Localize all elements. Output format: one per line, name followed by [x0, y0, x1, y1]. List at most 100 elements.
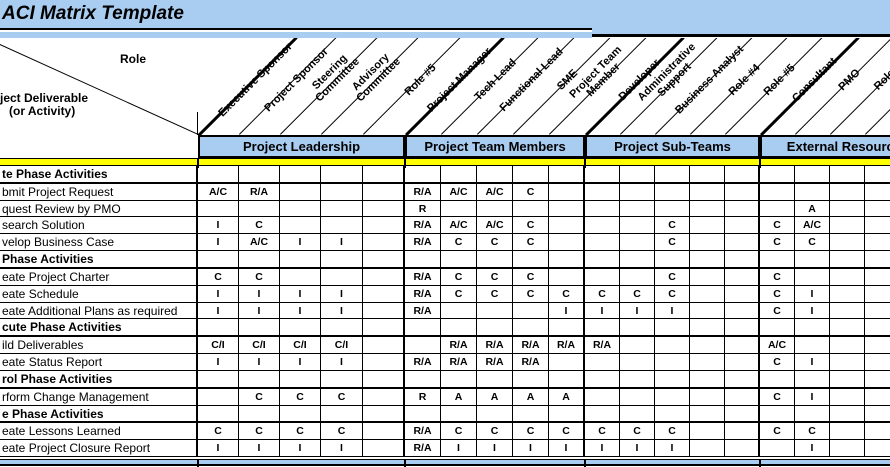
matrix-cell[interactable]: I: [795, 354, 830, 370]
matrix-cell[interactable]: [620, 200, 655, 217]
matrix-cell[interactable]: [321, 217, 363, 234]
row-label[interactable]: search Solution: [0, 217, 198, 234]
matrix-cell[interactable]: [620, 337, 655, 354]
matrix-cell[interactable]: [865, 303, 890, 319]
matrix-cell[interactable]: [549, 234, 585, 251]
matrix-cell[interactable]: [363, 268, 405, 285]
group-header-project-leadership[interactable]: Project Leadership: [198, 135, 405, 158]
matrix-cell[interactable]: [725, 166, 760, 182]
matrix-cell[interactable]: [239, 200, 280, 217]
matrix-cell[interactable]: [321, 166, 363, 182]
matrix-cell[interactable]: [760, 166, 795, 182]
matrix-cell[interactable]: [690, 251, 725, 267]
matrix-cell[interactable]: R/A: [405, 183, 441, 200]
matrix-cell[interactable]: [830, 268, 865, 285]
matrix-cell[interactable]: C: [198, 423, 239, 440]
matrix-cell[interactable]: [363, 183, 405, 200]
matrix-cell[interactable]: C: [198, 268, 239, 285]
matrix-cell[interactable]: [620, 388, 655, 405]
row-label[interactable]: eate Additional Plans as required: [0, 302, 198, 319]
matrix-cell[interactable]: R/A: [405, 268, 441, 285]
matrix-cell[interactable]: [513, 251, 549, 267]
group-header-external-resources[interactable]: External Resources: [760, 135, 890, 158]
matrix-cell[interactable]: [363, 302, 405, 319]
group-header-project-team-members[interactable]: Project Team Members: [405, 135, 585, 158]
matrix-cell[interactable]: C: [760, 217, 795, 234]
matrix-cell[interactable]: I: [198, 217, 239, 234]
matrix-cell[interactable]: [363, 234, 405, 251]
matrix-cell[interactable]: R/A: [549, 337, 585, 354]
matrix-cell[interactable]: [725, 319, 760, 336]
matrix-cell[interactable]: C: [477, 234, 513, 251]
matrix-cell[interactable]: [865, 371, 890, 387]
matrix-cell[interactable]: A/C: [477, 183, 513, 200]
matrix-cell[interactable]: [795, 337, 830, 354]
matrix-cell[interactable]: I: [441, 440, 477, 457]
matrix-cell[interactable]: [865, 217, 890, 233]
matrix-cell[interactable]: A/C: [239, 234, 280, 251]
matrix-cell[interactable]: [655, 354, 690, 370]
matrix-cell[interactable]: [725, 337, 760, 354]
matrix-cell[interactable]: I: [655, 440, 690, 457]
matrix-cell[interactable]: [549, 183, 585, 200]
matrix-cell[interactable]: C: [441, 234, 477, 251]
matrix-cell[interactable]: C: [655, 268, 690, 285]
matrix-cell[interactable]: I: [549, 440, 585, 457]
matrix-cell[interactable]: R/A: [405, 217, 441, 234]
matrix-cell[interactable]: I: [795, 440, 830, 457]
matrix-cell[interactable]: [620, 166, 655, 182]
matrix-cell[interactable]: I: [198, 285, 239, 302]
matrix-cell[interactable]: C: [760, 423, 795, 440]
matrix-cell[interactable]: [321, 370, 363, 387]
matrix-cell[interactable]: C: [477, 285, 513, 302]
matrix-cell[interactable]: [321, 200, 363, 217]
matrix-cell[interactable]: I: [321, 234, 363, 251]
matrix-cell[interactable]: [690, 388, 725, 405]
matrix-cell[interactable]: I: [549, 302, 585, 319]
matrix-cell[interactable]: [865, 406, 890, 422]
matrix-cell[interactable]: [830, 183, 865, 200]
matrix-cell[interactable]: [795, 319, 830, 336]
matrix-cell[interactable]: [549, 217, 585, 234]
matrix-cell[interactable]: C: [655, 217, 690, 234]
matrix-cell[interactable]: R/A: [405, 234, 441, 251]
row-label[interactable]: eate Project Charter: [0, 268, 198, 285]
matrix-cell[interactable]: R/A: [477, 337, 513, 354]
matrix-cell[interactable]: [321, 319, 363, 336]
matrix-cell[interactable]: [620, 319, 655, 336]
row-label[interactable]: rol Phase Activities: [0, 370, 198, 387]
matrix-cell[interactable]: [513, 370, 549, 387]
matrix-cell[interactable]: [585, 388, 620, 405]
matrix-cell[interactable]: [865, 337, 890, 353]
row-label[interactable]: rform Change Management: [0, 388, 198, 405]
row-label[interactable]: e Phase Activities: [0, 405, 198, 422]
matrix-cell[interactable]: [280, 405, 321, 422]
matrix-cell[interactable]: [513, 319, 549, 336]
matrix-cell[interactable]: [865, 234, 890, 250]
matrix-cell[interactable]: I: [321, 285, 363, 302]
matrix-cell[interactable]: [830, 217, 865, 234]
group-header-project-sub-teams[interactable]: Project Sub-Teams: [585, 135, 760, 158]
matrix-cell[interactable]: C: [321, 388, 363, 405]
matrix-cell[interactable]: [239, 370, 280, 387]
matrix-cell[interactable]: [725, 302, 760, 319]
matrix-cell[interactable]: [690, 302, 725, 319]
matrix-cell[interactable]: [760, 200, 795, 217]
matrix-cell[interactable]: [321, 405, 363, 422]
matrix-cell[interactable]: [690, 440, 725, 457]
row-label[interactable]: Phase Activities: [0, 251, 198, 267]
matrix-cell[interactable]: [441, 370, 477, 387]
matrix-cell[interactable]: C: [321, 423, 363, 440]
matrix-cell[interactable]: [760, 251, 795, 267]
matrix-cell[interactable]: [549, 251, 585, 267]
matrix-cell[interactable]: [830, 337, 865, 354]
matrix-cell[interactable]: [549, 166, 585, 182]
matrix-cell[interactable]: [690, 200, 725, 217]
matrix-cell[interactable]: C: [513, 285, 549, 302]
matrix-cell[interactable]: [620, 217, 655, 234]
matrix-cell[interactable]: [690, 319, 725, 336]
matrix-cell[interactable]: [239, 251, 280, 267]
matrix-cell[interactable]: [198, 388, 239, 405]
matrix-cell[interactable]: [830, 234, 865, 251]
matrix-cell[interactable]: [725, 268, 760, 285]
